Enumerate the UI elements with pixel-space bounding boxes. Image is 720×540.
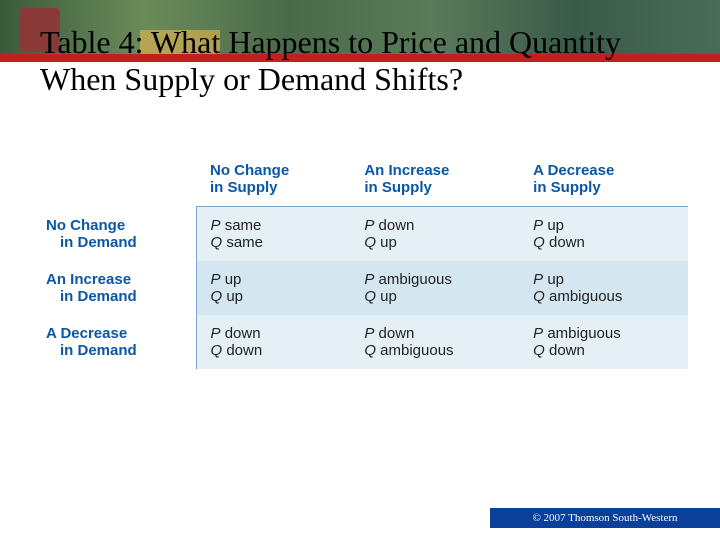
- row-header: A Decrease in Demand: [32, 315, 196, 369]
- p-val: up: [547, 271, 564, 288]
- row-header-line1: No Change: [46, 217, 125, 234]
- p-val: up: [547, 217, 564, 234]
- row-header: An Increase in Demand: [32, 261, 196, 315]
- col-header-line1: No Change: [210, 162, 289, 179]
- q-val: down: [549, 234, 585, 251]
- cell: P same Q same: [196, 207, 350, 262]
- q-val: up: [380, 288, 397, 305]
- cell: P ambiguous Q up: [350, 261, 519, 315]
- q-val: ambiguous: [380, 342, 453, 359]
- row-header-line2: in Demand: [46, 288, 182, 305]
- p-val: same: [225, 217, 262, 234]
- cell: P up Q ambiguous: [519, 261, 688, 315]
- copyright-label: © 2007 Thomson South-Western: [490, 508, 720, 528]
- col-header-line1: A Decrease: [533, 162, 614, 179]
- q-val: up: [380, 234, 397, 251]
- column-header-row: No Change in Supply An Increase in Suppl…: [32, 152, 688, 207]
- col-header: No Change in Supply: [196, 152, 350, 207]
- q-val: down: [549, 342, 585, 359]
- row-header-line2: in Demand: [46, 234, 182, 251]
- p-val: ambiguous: [547, 325, 620, 342]
- row-header: No Change in Demand: [32, 207, 196, 262]
- q-val: down: [226, 342, 262, 359]
- col-header: An Increase in Supply: [350, 152, 519, 207]
- q-val: same: [226, 234, 263, 251]
- p-val: down: [379, 217, 415, 234]
- table-row: No Change in Demand P same Q same P down…: [32, 207, 688, 262]
- row-header-line2: in Demand: [46, 342, 182, 359]
- col-header-line2: in Supply: [364, 179, 432, 196]
- corner-cell: [32, 152, 196, 207]
- cell: P down Q ambiguous: [350, 315, 519, 369]
- row-header-line1: A Decrease: [46, 325, 127, 342]
- cell: P ambiguous Q down: [519, 315, 688, 369]
- p-val: down: [225, 325, 261, 342]
- p-val: down: [379, 325, 415, 342]
- supply-demand-table: No Change in Supply An Increase in Suppl…: [32, 152, 688, 369]
- cell: P down Q up: [350, 207, 519, 262]
- col-header: A Decrease in Supply: [519, 152, 688, 207]
- col-header-line2: in Supply: [533, 179, 601, 196]
- row-header-line1: An Increase: [46, 271, 131, 288]
- p-val: up: [225, 271, 242, 288]
- p-val: ambiguous: [379, 271, 452, 288]
- slide-title: Table 4: What Happens to Price and Quant…: [40, 24, 680, 98]
- cell: P down Q down: [196, 315, 350, 369]
- q-val: ambiguous: [549, 288, 622, 305]
- cell: P up Q down: [519, 207, 688, 262]
- q-val: up: [226, 288, 243, 305]
- cell: P up Q up: [196, 261, 350, 315]
- table-row: A Decrease in Demand P down Q down P dow…: [32, 315, 688, 369]
- table-row: An Increase in Demand P up Q up P ambigu…: [32, 261, 688, 315]
- col-header-line2: in Supply: [210, 179, 278, 196]
- col-header-line1: An Increase: [364, 162, 449, 179]
